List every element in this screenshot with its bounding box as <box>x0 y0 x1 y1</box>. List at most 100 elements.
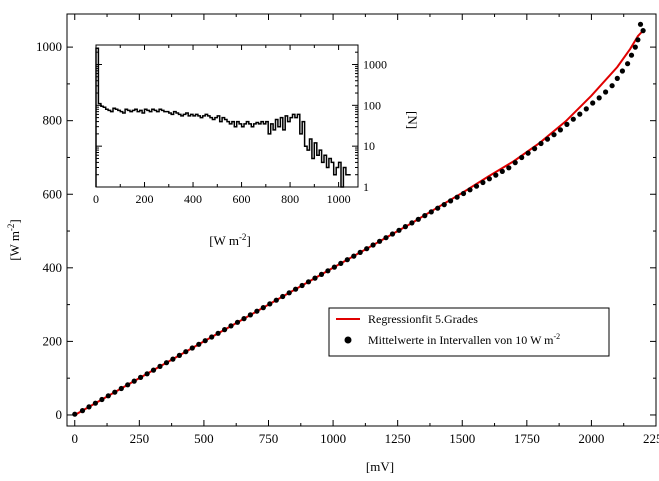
mean-points <box>72 21 646 417</box>
x-tick-label: 2250 <box>643 431 659 446</box>
mean-point <box>176 352 182 358</box>
x-tick-label: 250 <box>130 431 150 446</box>
mean-point <box>448 198 454 204</box>
mean-point <box>344 257 350 263</box>
mean-point <box>519 154 525 161</box>
mean-point <box>228 323 234 329</box>
inset-x-tick-label: 600 <box>233 192 251 206</box>
y-tick-label: 800 <box>43 113 63 128</box>
mean-point <box>286 290 292 296</box>
mean-point <box>72 411 78 417</box>
mean-point <box>215 330 221 336</box>
x-axis-label: [mV] <box>366 459 394 474</box>
mean-point <box>260 305 266 311</box>
y-tick-label: 400 <box>43 260 63 275</box>
mean-point <box>532 146 538 152</box>
mean-point <box>538 140 544 147</box>
mean-point <box>112 389 118 395</box>
y-axis-label: [W m-2] <box>6 219 22 261</box>
mean-point <box>632 44 638 50</box>
mean-point <box>364 246 370 252</box>
mean-point <box>635 37 641 43</box>
mean-point <box>596 95 602 101</box>
legend-dot-label: Mittelwerte in Intervallen von 10 W m-2 <box>368 332 560 347</box>
legend-line-label: Regressionfit 5.Grades <box>368 312 478 326</box>
inset-x-label-main: [W m <box>209 233 239 248</box>
mean-point <box>640 28 646 34</box>
mean-point <box>209 334 215 340</box>
inset-x-label-sup: -2 <box>239 232 247 242</box>
mean-point <box>118 385 124 392</box>
mean-point <box>625 61 631 67</box>
inset-x-axis-label: [W m-2] <box>209 232 251 248</box>
inset-y-tick-label: 100 <box>363 98 381 112</box>
mean-point <box>389 231 396 237</box>
mean-point <box>619 68 626 74</box>
inset-x-label-end: ] <box>246 233 250 248</box>
mean-point <box>551 132 557 138</box>
mean-point <box>267 301 273 307</box>
mean-point <box>544 136 551 142</box>
mean-point <box>512 160 518 166</box>
main-axis-ticks: 0250500750100012501500175020002250020040… <box>36 14 659 446</box>
mean-point <box>273 297 279 303</box>
legend-dot-label-main: Mittelwerte in Intervallen von 10 W m <box>368 333 554 347</box>
inset-x-tick-label: 800 <box>281 192 299 206</box>
x-tick-label: 750 <box>259 431 279 446</box>
mean-point <box>293 286 299 292</box>
inset-x-tick-label: 400 <box>184 192 202 206</box>
y-tick-label: 600 <box>43 186 63 201</box>
mean-point <box>603 89 609 95</box>
mean-point <box>351 253 357 259</box>
inset-x-tick-label: 0 <box>93 192 99 206</box>
x-tick-label: 1250 <box>385 431 411 446</box>
mean-point <box>370 242 376 248</box>
y-tick-label: 0 <box>56 407 63 422</box>
x-tick-label: 1750 <box>514 431 540 446</box>
mean-point <box>131 378 137 384</box>
mean-point <box>234 319 241 325</box>
mean-point <box>506 165 512 171</box>
x-tick-label: 1500 <box>449 431 475 446</box>
inset-x-tick-label: 1000 <box>327 192 351 206</box>
mean-point <box>105 393 111 399</box>
mean-point <box>325 268 331 274</box>
mean-point <box>480 179 486 186</box>
inset-plot-frame <box>95 44 359 188</box>
mean-point <box>473 183 480 189</box>
mean-point <box>564 121 570 127</box>
legend: Regressionfit 5.Grades Mittelwerte in In… <box>328 307 610 357</box>
mean-point <box>383 235 389 241</box>
inset-x-tick-label: 200 <box>136 192 154 206</box>
mean-point <box>628 52 635 58</box>
mean-point <box>305 279 312 285</box>
mean-point <box>435 205 441 211</box>
mean-point <box>637 21 644 27</box>
mean-point <box>170 356 176 362</box>
mean-point <box>241 316 247 322</box>
mean-point <box>99 396 105 403</box>
x-tick-label: 0 <box>72 431 79 446</box>
mean-point <box>92 400 98 406</box>
mean-point <box>415 216 421 222</box>
mean-point <box>189 345 195 351</box>
mean-point <box>614 75 620 81</box>
mean-point <box>247 312 253 318</box>
x-tick-label: 500 <box>194 431 214 446</box>
mean-point <box>377 238 383 244</box>
mean-point <box>163 360 170 366</box>
mean-point <box>331 264 337 270</box>
mean-point <box>402 224 408 230</box>
x-tick-label: 1000 <box>320 431 346 446</box>
legend-dot-swatch <box>344 336 352 344</box>
mean-point <box>299 282 305 289</box>
mean-point <box>409 220 415 226</box>
mean-point <box>196 341 202 347</box>
y-tick-label: 200 <box>43 333 63 348</box>
mean-point <box>499 168 505 174</box>
y-axis-label-main: [W m <box>7 231 22 261</box>
mean-point <box>557 127 564 133</box>
mean-point <box>454 194 460 200</box>
mean-point <box>312 275 318 281</box>
mean-point <box>357 249 363 255</box>
